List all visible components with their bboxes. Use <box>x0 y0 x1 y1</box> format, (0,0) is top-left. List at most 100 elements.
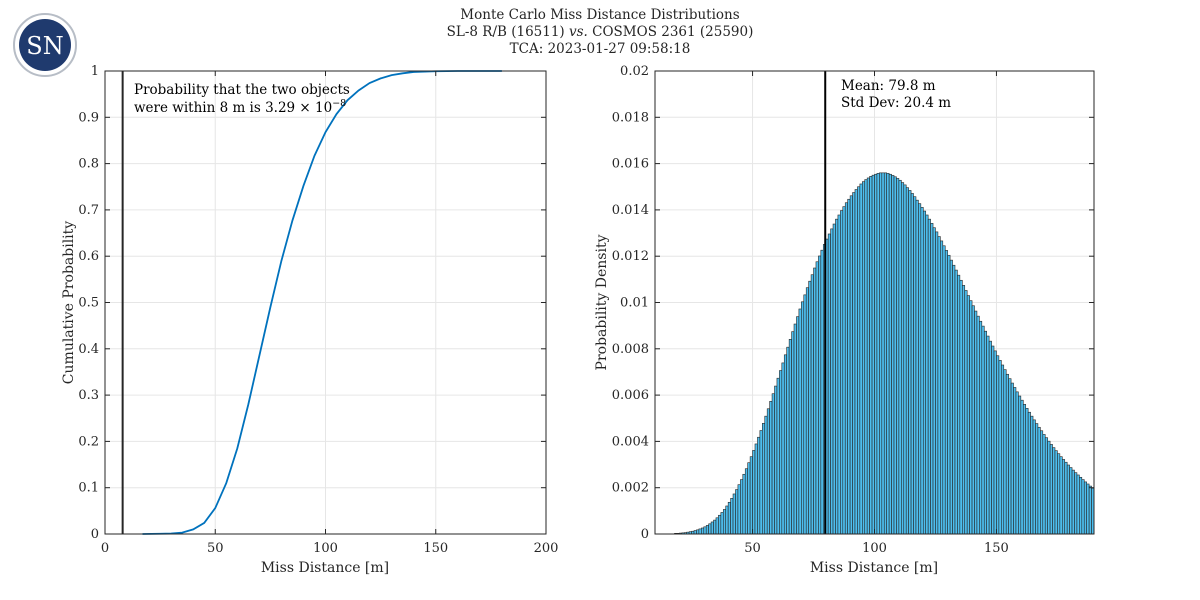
cdf-annotation-exponent: −8 <box>332 98 346 109</box>
histogram-bar <box>957 274 961 535</box>
histogram-bar <box>1001 364 1005 535</box>
histogram-bar <box>708 523 712 535</box>
histogram-bar <box>947 254 951 535</box>
cdf-xlabel: Miss Distance [m] <box>261 560 389 576</box>
histogram-bar <box>969 300 973 535</box>
histogram-ytick-label: 0.004 <box>612 434 649 449</box>
histogram-bar <box>1047 440 1051 535</box>
histogram-bar <box>959 279 963 535</box>
histogram-bar <box>1003 369 1007 535</box>
histogram-bar <box>986 335 990 535</box>
cdf-ytick-label: 0.5 <box>78 296 99 311</box>
histogram-bar <box>983 330 987 535</box>
histogram-bar <box>1027 411 1031 535</box>
cdf-ytick-label: 0.1 <box>78 481 99 496</box>
histogram-bar <box>1010 382 1014 535</box>
histogram-bar <box>1079 476 1083 535</box>
histogram-bar <box>952 264 956 535</box>
histogram-bar <box>783 354 787 535</box>
histogram-bar <box>849 195 853 535</box>
cdf-annotation-prefix: were within 8 m is 3.29 × 10 <box>134 100 332 116</box>
histogram-bar <box>730 498 734 535</box>
histogram-bar <box>1042 434 1046 535</box>
histogram-bar <box>905 187 909 535</box>
histogram-bar <box>1005 373 1009 535</box>
logo-badge <box>19 19 71 71</box>
histogram-bar <box>1076 474 1080 535</box>
histogram-bar <box>981 325 985 535</box>
histogram-bar <box>1069 467 1073 535</box>
histogram-bar <box>862 181 866 535</box>
histogram-ytick-label: 0.02 <box>620 64 649 79</box>
histogram-bar <box>988 340 992 535</box>
histogram-bar <box>961 285 966 535</box>
histogram-bar <box>874 173 878 535</box>
histogram-bar <box>1052 447 1056 535</box>
histogram-bar <box>791 331 795 535</box>
histogram-bar <box>927 218 931 535</box>
histogram-bar <box>918 203 922 535</box>
histogram-bar <box>781 362 785 535</box>
histogram-bar <box>903 184 907 535</box>
histogram-ylabel: Probability Density <box>594 234 610 370</box>
histogram-ytick-label: 0.002 <box>612 481 649 496</box>
histogram-bar <box>954 269 958 535</box>
histogram-bar <box>740 479 744 535</box>
title-line3: TCA: 2023-01-27 09:58:18 <box>510 41 691 57</box>
histogram-bar <box>808 280 812 535</box>
histogram-ytick-label: 0 <box>641 527 649 542</box>
histogram-bar <box>747 462 751 535</box>
histogram-bar <box>901 182 905 535</box>
histogram-bar <box>910 193 914 535</box>
histogram-bar <box>920 207 924 535</box>
histogram-bar <box>803 294 807 535</box>
histogram-bar <box>859 183 863 535</box>
histogram-bar <box>1037 426 1041 535</box>
cdf-ticks: 0 50 100 150 200 0 0.1 0.2 0.3 0.4 0.5 0.6 0.7 0.8 0.9… <box>78 64 558 556</box>
histogram-bar <box>925 214 929 535</box>
histogram-bar <box>1018 395 1022 535</box>
histogram-bar <box>1035 423 1039 535</box>
histogram-bar <box>898 179 902 535</box>
cdf-annotation-line2: were within 8 m is 3.29 × 10−8 <box>134 98 346 116</box>
histogram-bar <box>1025 407 1029 535</box>
histogram-bar <box>1066 464 1070 535</box>
cdf-panel: 0 50 100 150 200 0 0.1 0.2 0.3 0.4 0.5 0.6 0.7 0.8 0.9… <box>61 64 558 576</box>
cdf-xtick-label: 200 <box>534 541 559 556</box>
cdf-xtick-label: 100 <box>313 541 338 556</box>
histogram-bar <box>776 377 780 535</box>
cdf-annotation-line1: Probability that the two objects <box>134 82 350 98</box>
histogram-bar <box>715 517 719 535</box>
histogram-bar <box>991 345 995 535</box>
cdf-ytick-label: 0 <box>91 527 99 542</box>
histogram-bar <box>698 528 702 535</box>
histogram-bars <box>674 172 1095 535</box>
histogram-panel: 50 100 150 0 0.002 0.004 0.006 0.008 0.01 0.012 0.… <box>594 64 1095 576</box>
cdf-xtick-label: 50 <box>207 541 224 556</box>
cdf-ytick-label: 0.4 <box>78 342 99 357</box>
title-line2: SL-8 R/B (16511) vs. COSMOS 2361 (25590) <box>447 24 754 40</box>
histogram-bar <box>886 173 890 535</box>
histogram-bar <box>696 529 700 535</box>
histogram-bar <box>1044 437 1048 535</box>
histogram-bar <box>798 308 802 535</box>
histogram-bar <box>891 175 895 535</box>
histogram-bar <box>896 178 900 535</box>
histogram-bar <box>1022 404 1027 535</box>
histogram-bar <box>793 323 797 535</box>
histogram-bar <box>752 450 756 535</box>
histogram-bar <box>922 210 927 535</box>
histogram-bar <box>820 249 824 535</box>
histogram-bar <box>710 521 714 535</box>
histogram-bar <box>1071 469 1075 535</box>
histogram-ytick-label: 0.016 <box>612 157 649 172</box>
histogram-xtick-label: 50 <box>744 541 761 556</box>
histogram-bar <box>1040 430 1044 535</box>
histogram-bar <box>940 240 944 535</box>
histogram-bar <box>705 525 709 535</box>
histogram-annotation-std: Std Dev: 20.4 m <box>841 95 951 111</box>
sn-logo: SN <box>13 13 77 77</box>
histogram-bar <box>766 408 770 535</box>
histogram-bar <box>813 267 817 535</box>
cdf-ytick-label: 0.8 <box>78 157 99 172</box>
